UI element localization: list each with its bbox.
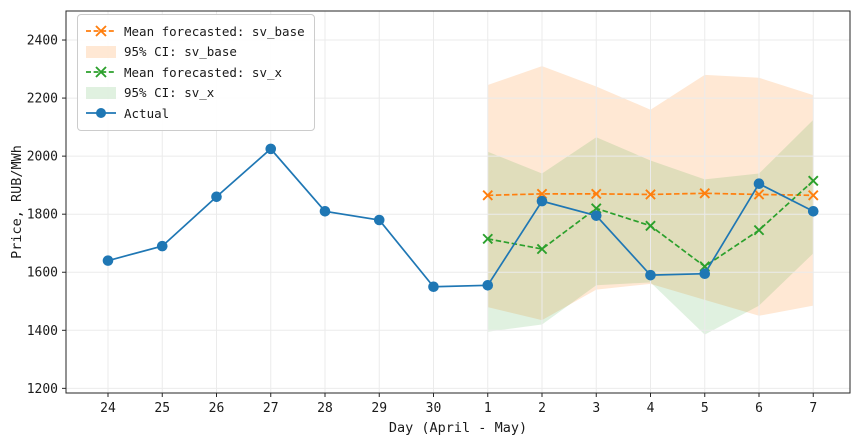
peach-fill-patch-icon [86,45,116,58]
markers-actual [102,143,819,293]
y-tick-label: 1600 [27,266,58,281]
x-tick-label: 6 [755,401,763,416]
series-lines [102,143,819,293]
x-tick-label: 2 [538,401,546,416]
x-tick-label: 27 [263,401,279,416]
x-tick-label: 28 [317,401,333,416]
legend-label: Actual [124,105,170,121]
x-tick-label: 24 [100,401,116,416]
legend-item-ci-sv-x: 95% CI: sv_x [86,83,305,104]
plot-border [65,10,851,394]
x-tick-label: 3 [592,401,600,416]
x-tick-label: 30 [426,401,442,416]
x-tick-label: 25 [154,401,170,416]
dashed-x-orange-line-icon [86,25,116,37]
legend-label: 95% CI: sv_base [124,44,237,60]
legend-item-mean-sv-base: Mean forecasted: sv_base [86,21,305,42]
x-tick-label: 5 [701,401,709,416]
x-tick-label: 7 [809,401,817,416]
legend: Mean forecasted: sv_base 95% CI: sv_base… [77,14,315,131]
y-tick-label: 2000 [27,150,58,165]
legend-label: 95% CI: sv_x [124,85,215,101]
legend-item-actual: Actual [86,103,305,124]
x-tick-label: 1 [484,401,492,416]
line-actual [107,147,814,288]
blue-line-circle-icon [86,108,116,119]
legend-item-mean-sv-x: Mean forecasted: sv_x [86,62,305,83]
x-axis-label: Day (April - May) [388,420,528,436]
x-tick-label: 26 [209,401,225,416]
mint-fill-patch-icon [86,86,116,99]
legend-label: Mean forecasted: sv_x [124,64,283,80]
legend-item-ci-sv-base: 95% CI: sv_base [86,42,305,63]
y-tick-label: 2400 [27,34,58,49]
x-tick-label: 29 [371,401,387,416]
y-axis-label: Price, RUB/MWh [9,145,25,259]
y-tick-label: 1200 [27,382,58,397]
y-tick-label: 1800 [27,208,58,223]
dashed-x-green-line-icon [86,66,116,78]
markers-mean-forecasted-sv-x [482,175,819,272]
y-tick-label: 2200 [27,92,58,107]
x-tick-label: 4 [647,401,655,416]
y-tick-label: 1400 [27,324,58,339]
legend-label: Mean forecasted: sv_base [124,23,305,39]
markers-mean-forecasted-sv-base [482,188,819,201]
